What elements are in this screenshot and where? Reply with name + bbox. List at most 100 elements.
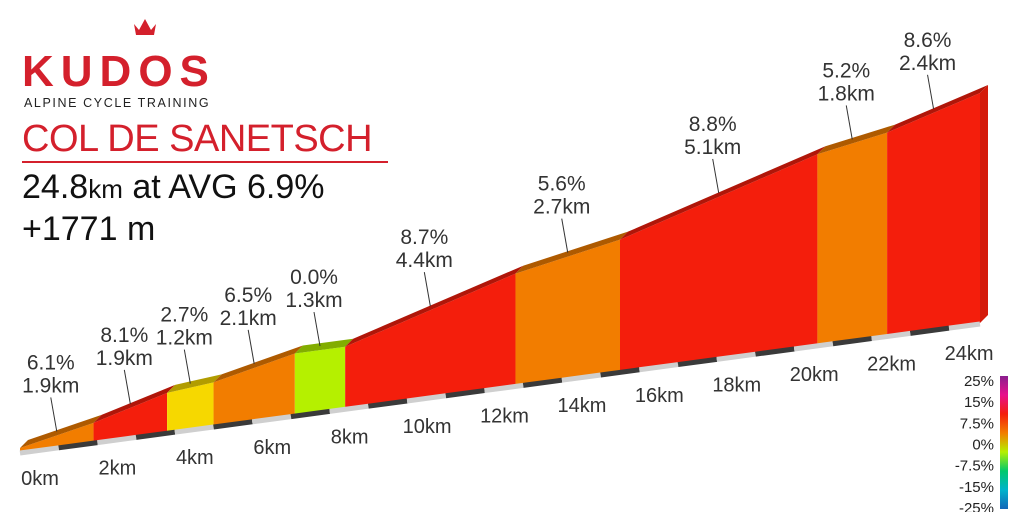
profile-segment [213, 353, 295, 426]
km-axis-bar [174, 424, 214, 435]
legend-tick-label: -25% [959, 500, 994, 512]
km-axis-bar [522, 377, 563, 388]
km-axis: 0km 2km 4km 6km 8km 10km 12km 14km 16km 18km 20km 2… [19, 321, 994, 490]
profile-segment [817, 132, 888, 345]
climb-title: COL DE SANETSCH [22, 118, 373, 160]
segment-gradient-label: 6.5% [224, 284, 272, 307]
profile-segment [167, 382, 214, 433]
segment-length-label: 1.3km [285, 289, 342, 312]
km-axis-bar [406, 393, 447, 404]
km-axis-bar [639, 362, 679, 373]
km-axis-bar [97, 434, 137, 446]
segment-callout-line [712, 158, 720, 194]
segment-length-label: 2.4km [899, 52, 956, 75]
km-tick-label: 10km [403, 416, 452, 438]
km-axis-bar [213, 419, 253, 430]
km-axis-bar [58, 440, 98, 451]
segment-gradient-label: 8.6% [904, 29, 952, 52]
segment-length-label: 1.2km [156, 327, 213, 350]
profile-segment [93, 392, 168, 443]
segment-gradient-label: 5.6% [538, 173, 586, 196]
segment-gradient-label: 8.7% [400, 226, 448, 249]
gradient-legend: 25% 15% 7.5% 0% -7.5% -15% -25% [955, 373, 1008, 512]
km-axis-bar [290, 408, 331, 420]
segment-length-label: 2.7km [533, 196, 590, 219]
segment-length-label: 1.9km [22, 374, 79, 397]
profile-segment [620, 154, 818, 372]
segment-length-label: 2.1km [220, 307, 277, 330]
segment-callouts: 6.1%1.9km8.1%1.9km2.7%1.2km6.5%2.1km0.0%… [22, 29, 956, 432]
brand-tagline: ALPINE CYCLE TRAINING [24, 96, 211, 110]
km-axis-bar [677, 356, 718, 368]
profile-segment [887, 93, 980, 336]
segment-length-label: 1.8km [818, 82, 875, 105]
km-axis-bar [716, 351, 756, 362]
profile-segment-top [887, 85, 988, 133]
segment-gradient-label: 8.8% [689, 113, 737, 136]
profile-segment-top [20, 414, 102, 448]
km-axis-bar [871, 330, 911, 342]
segment-gradient-label: 5.2% [822, 59, 870, 82]
segment-callout-line [50, 397, 58, 432]
profile-segment [515, 239, 620, 386]
km-tick-label: 20km [790, 364, 839, 386]
km-axis-bar [329, 403, 369, 414]
segment-callout-line [845, 105, 853, 140]
segment-length-label: 5.1km [684, 136, 741, 159]
km-tick-label: 12km [480, 406, 529, 428]
segment-length-label: 4.4km [396, 249, 453, 272]
profile-segment-top [213, 345, 303, 383]
segment-gradient-label: 6.1% [27, 351, 75, 374]
km-axis-bar [793, 341, 834, 352]
km-tick-label: 0km [21, 468, 59, 490]
profile-end-cap [980, 85, 988, 323]
km-axis-bar [135, 429, 176, 440]
segment-gradient-label: 2.7% [160, 304, 208, 327]
profile-segment-top [620, 146, 826, 240]
km-axis-bar [561, 372, 601, 383]
segment-callout-line [927, 74, 935, 109]
km-axis-bar [600, 367, 640, 378]
segment-callout-line [561, 218, 569, 253]
brand-name: KUDOS [22, 47, 216, 96]
profile-segment-top [93, 384, 176, 423]
km-tick-label: 8km [331, 426, 369, 448]
km-axis-bar [832, 336, 872, 347]
profile-segment [294, 346, 346, 416]
profile-segment-top [167, 374, 222, 393]
climb-distance-value: 24.8 [22, 168, 89, 206]
km-tick-label: 22km [867, 354, 916, 376]
km-tick-label: 14km [557, 395, 606, 417]
segment-callout-line [183, 349, 191, 384]
profile-segments [20, 93, 980, 452]
km-axis-bar [19, 445, 60, 456]
km-tick-label: 6km [253, 437, 291, 459]
km-tick-label: 16km [635, 385, 684, 407]
km-axis-bar [251, 414, 292, 425]
km-axis-bar [368, 398, 408, 409]
profile-segment-top [294, 338, 354, 354]
km-axis-bar [948, 321, 981, 331]
segment-length-label: 1.9km [96, 347, 153, 370]
legend-tick-label: -15% [959, 479, 994, 496]
km-axis-bar [755, 346, 795, 357]
segment-callout-line [123, 369, 131, 404]
climb-distance-line: 24.8km at AVG 6.9% [22, 168, 324, 208]
brand-logo: KUDOS ALPINE CYCLE TRAINING [22, 16, 222, 111]
legend-tick-label: 7.5% [960, 415, 994, 432]
km-axis-bar [484, 382, 524, 394]
segment-callout-line [247, 329, 255, 364]
climb-average-gradient: at AVG 6.9% [132, 168, 325, 206]
climb-elevation-gain: +1771 m [22, 210, 156, 248]
segment-callout-line [313, 312, 321, 347]
km-tick-label: 4km [176, 447, 214, 469]
legend-color-bar [1000, 376, 1008, 509]
title-underline [22, 161, 388, 163]
profile-edges [20, 85, 988, 448]
legend-tick-label: -7.5% [955, 458, 994, 475]
segment-gradient-label: 0.0% [290, 266, 338, 289]
profile-segment-top [345, 265, 524, 347]
km-tick-label: 24km [945, 343, 994, 365]
km-tick-label: 2km [99, 458, 137, 480]
